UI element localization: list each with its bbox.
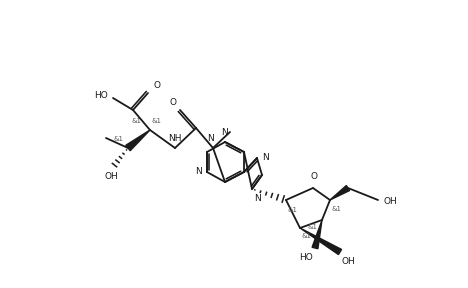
Polygon shape	[126, 130, 150, 151]
Text: N: N	[195, 168, 202, 177]
Text: &1: &1	[332, 206, 342, 212]
Text: &1: &1	[152, 118, 162, 124]
Polygon shape	[312, 220, 322, 249]
Text: &1: &1	[307, 224, 317, 230]
Text: NH: NH	[168, 134, 182, 143]
Polygon shape	[300, 228, 342, 255]
Polygon shape	[330, 185, 350, 200]
Text: N: N	[208, 134, 214, 143]
Text: O: O	[310, 172, 317, 181]
Text: &1: &1	[302, 233, 312, 239]
Text: &1: &1	[132, 118, 142, 124]
Text: OH: OH	[104, 172, 118, 181]
Text: N: N	[222, 128, 228, 137]
Text: N: N	[262, 154, 269, 162]
Text: N: N	[254, 194, 261, 203]
Text: OH: OH	[383, 196, 397, 206]
Text: &1: &1	[113, 136, 123, 142]
Text: HO: HO	[299, 253, 313, 262]
Text: HO: HO	[94, 92, 108, 101]
Text: OH: OH	[342, 257, 356, 266]
Text: O: O	[153, 81, 160, 90]
Text: &1: &1	[288, 207, 298, 213]
Text: O: O	[169, 98, 176, 107]
